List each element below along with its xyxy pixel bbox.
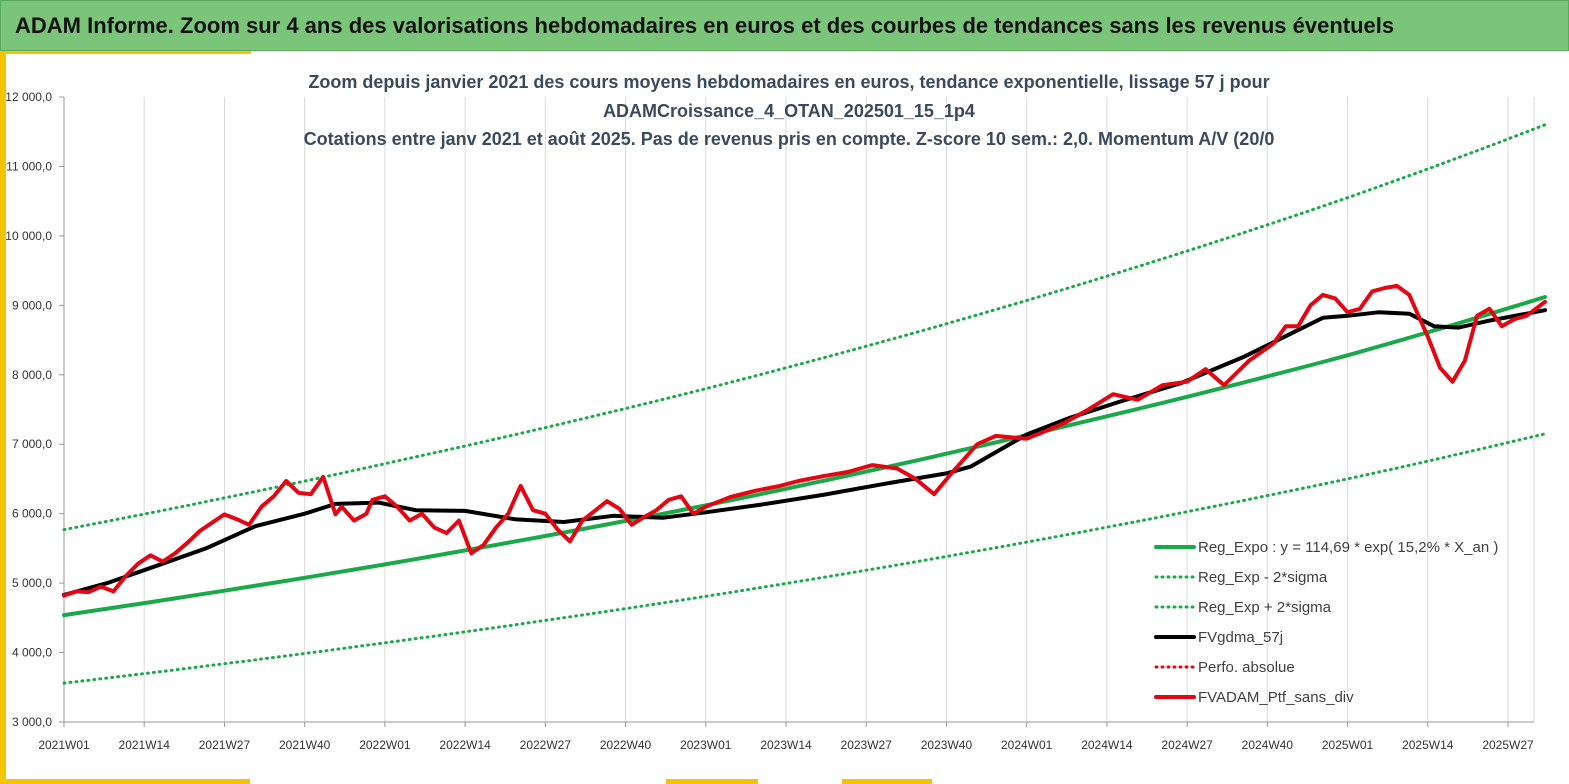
- header-banner: ADAM Informe. Zoom sur 4 ans des valoris…: [0, 0, 1569, 51]
- series-line-2: [62, 123, 1547, 532]
- x-tick-label: 2023W40: [921, 738, 973, 752]
- chart-title-line: Zoom depuis janvier 2021 des cours moyen…: [308, 72, 1269, 92]
- series-lines: [62, 123, 1547, 685]
- series-line-0: [62, 295, 1547, 618]
- accent-bar-bottom-2: [666, 779, 758, 784]
- y-tick-label: 3 000,0: [12, 715, 52, 729]
- y-tick-label: 8 000,0: [12, 368, 52, 382]
- y-tick-label: 11 000,0: [6, 159, 52, 173]
- gridlines: [63, 97, 1535, 722]
- legend-label: FVgdma_57j: [1198, 629, 1283, 646]
- x-tick-label: 2021W40: [279, 738, 331, 752]
- accent-bar-bottom-3: [842, 779, 932, 784]
- y-tick-label: 5 000,0: [12, 576, 52, 590]
- accent-bar-bottom: [0, 779, 250, 784]
- y-tick-label: 4 000,0: [12, 646, 52, 660]
- y-tick-label: 10 000,0: [5, 229, 52, 243]
- x-tick-label: 2022W40: [600, 738, 652, 752]
- y-tick-label: 7 000,0: [12, 437, 52, 451]
- accent-bar-left: [0, 51, 6, 784]
- x-tick-label: 2025W14: [1402, 738, 1454, 752]
- legend-label: Reg_Exp + 2*sigma: [1198, 599, 1332, 616]
- x-tick-label: 2023W14: [760, 738, 812, 752]
- chart-title-line: ADAMCroissance_4_OTAN_202501_15_1p4: [603, 101, 975, 121]
- x-tick-label: 2022W14: [439, 738, 491, 752]
- x-tick-label: 2021W27: [199, 738, 251, 752]
- legend: Reg_Expo : y = 114,69 * exp( 15,2% * X_a…: [1154, 539, 1498, 706]
- x-tick-label: 2024W14: [1081, 738, 1133, 752]
- x-tick-label: 2021W14: [119, 738, 171, 752]
- x-tick-label: 2022W01: [359, 738, 411, 752]
- x-tick-label: 2023W27: [841, 738, 893, 752]
- series-line-3: [62, 308, 1547, 597]
- series-line-5: [62, 283, 1547, 598]
- legend-label: Reg_Expo : y = 114,69 * exp( 15,2% * X_a…: [1198, 539, 1498, 556]
- x-tick-label: 2024W40: [1242, 738, 1294, 752]
- x-tick-label: 2025W27: [1482, 738, 1534, 752]
- series-line-1: [62, 432, 1547, 685]
- legend-label: Perfo. absolue: [1198, 659, 1295, 676]
- x-tick-label: 2025W01: [1322, 738, 1374, 752]
- x-tick-label: 2024W27: [1161, 738, 1213, 752]
- axes: 2021W01 2021W14 2021W27 2021W40 2022W01 2022W…: [5, 90, 1534, 752]
- legend-label: Reg_Exp - 2*sigma: [1198, 569, 1328, 586]
- chart-title-line: Cotations entre janv 2021 et août 2025. …: [304, 129, 1275, 149]
- page-title: ADAM Informe. Zoom sur 4 ans des valoris…: [15, 13, 1395, 38]
- x-tick-label: 2023W01: [680, 738, 732, 752]
- y-tick-label: 6 000,0: [12, 507, 52, 521]
- accent-bar-top: [6, 51, 251, 54]
- y-tick-label: 12 000,0: [5, 90, 52, 104]
- legend-label: FVADAM_Ptf_sans_div: [1198, 689, 1354, 706]
- x-tick-label: 2024W01: [1001, 738, 1053, 752]
- y-tick-label: 9 000,0: [12, 298, 52, 312]
- x-tick-label: 2022W27: [520, 738, 572, 752]
- x-tick-label: 2021W01: [38, 738, 90, 752]
- chart-title: Zoom depuis janvier 2021 des cours moyen…: [304, 72, 1275, 149]
